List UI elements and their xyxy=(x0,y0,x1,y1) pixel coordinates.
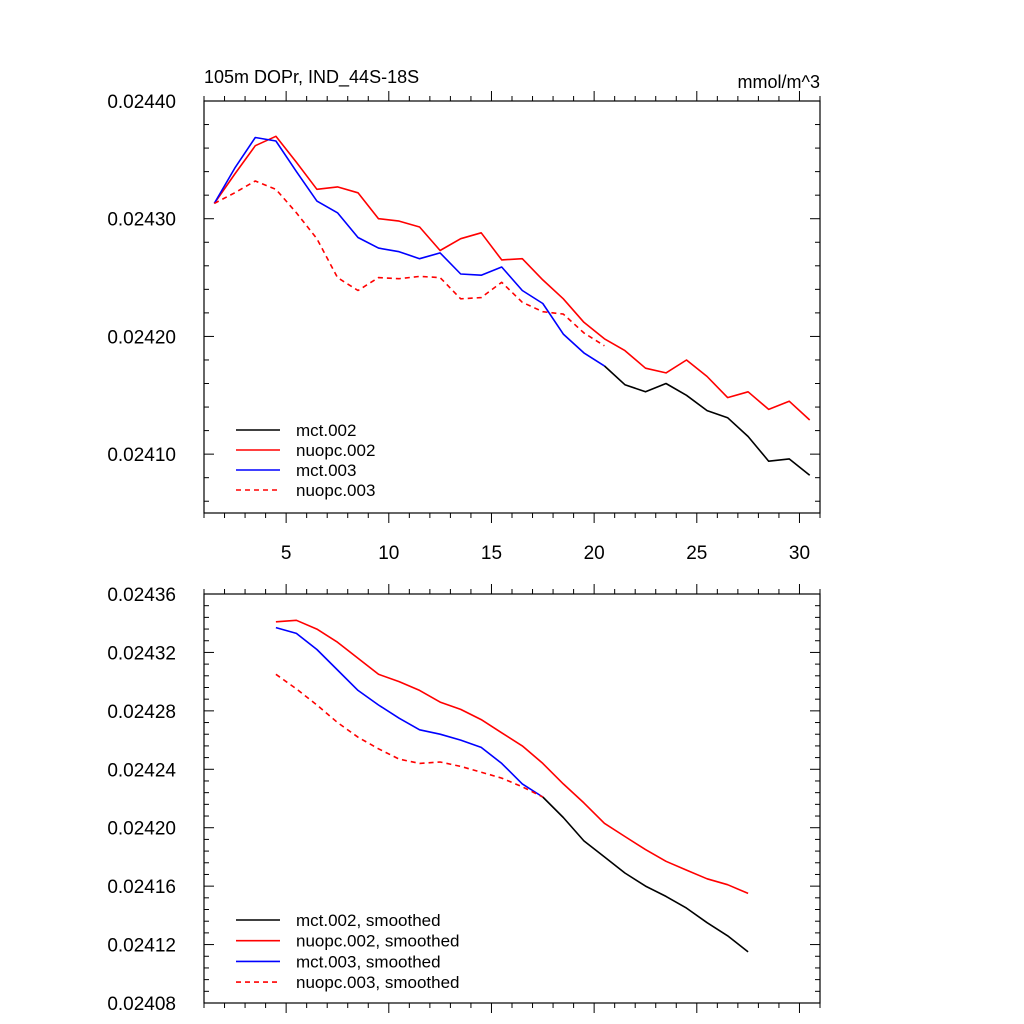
bottom-y-tick-label: 0.02432 xyxy=(107,643,176,664)
bottom-series-line-3 xyxy=(275,626,544,798)
bottom-legend-label-2: nuopc.002, smoothed xyxy=(296,932,460,951)
top-legend-label-4: nuopc.003 xyxy=(296,481,375,500)
top-series-line-2 xyxy=(213,135,811,421)
bottom-plot-panel: 0.02408 0.02412 0.02416 0.02420 0.02424 0.024… xyxy=(107,584,821,1015)
top-y-tick-label: 0.02440 xyxy=(107,92,176,113)
top-x-tick-label: 10 xyxy=(378,543,399,564)
bottom-legend: mct.002, smoothed nuopc.002, smoothedmct.… xyxy=(236,911,460,992)
top-y-tick-label: 0.02410 xyxy=(107,445,176,466)
bottom-legend-label-1: mct.002, smoothed xyxy=(296,911,441,930)
top-series-line-3 xyxy=(213,136,605,367)
bottom-y-tick-label: 0.02424 xyxy=(107,760,176,781)
top-legend-label-1: mct.002 xyxy=(296,421,356,440)
top-x-tick-label: 20 xyxy=(584,543,605,564)
top-legend-label-3: mct.003 xyxy=(296,461,356,480)
top-y-tick-label: 0.02430 xyxy=(107,210,176,231)
top-chart-title: 105m DOPr, IND_44S-18S xyxy=(204,67,419,88)
top-series-line-1 xyxy=(603,365,811,476)
bottom-y-tick-label: 0.02408 xyxy=(107,994,176,1015)
top-legend-label-2: nuopc.002 xyxy=(296,441,375,460)
top-x-tick-label: 25 xyxy=(686,543,707,564)
bottom-series-line-1 xyxy=(542,796,749,953)
bottom-y-tick-label: 0.02416 xyxy=(107,877,176,898)
bottom-y-tick-label: 0.02420 xyxy=(107,819,176,840)
top-plot-panel: 5 10 15 20 25 30 0.02410 0.02420 0.02430 0.02440 m… xyxy=(107,91,821,564)
top-y-tick-label: 0.02420 xyxy=(107,327,176,348)
top-x-tick-label: 5 xyxy=(281,543,292,564)
bottom-legend-label-4: nuopc.003, smoothed xyxy=(296,973,460,992)
bottom-series-line-4 xyxy=(275,673,544,798)
bottom-y-tick-label: 0.02428 xyxy=(107,702,176,723)
top-x-tick-label: 30 xyxy=(789,543,810,564)
bottom-y-tick-label: 0.02436 xyxy=(107,585,176,606)
bottom-legend-label-3: mct.003, smoothed xyxy=(296,952,441,971)
bottom-y-tick-label: 0.02412 xyxy=(107,936,176,957)
top-chart-units: mmol/m^3 xyxy=(738,72,820,92)
top-x-tick-label: 15 xyxy=(481,543,502,564)
top-series-line-4 xyxy=(213,180,605,347)
bottom-series-line-2 xyxy=(275,619,749,895)
